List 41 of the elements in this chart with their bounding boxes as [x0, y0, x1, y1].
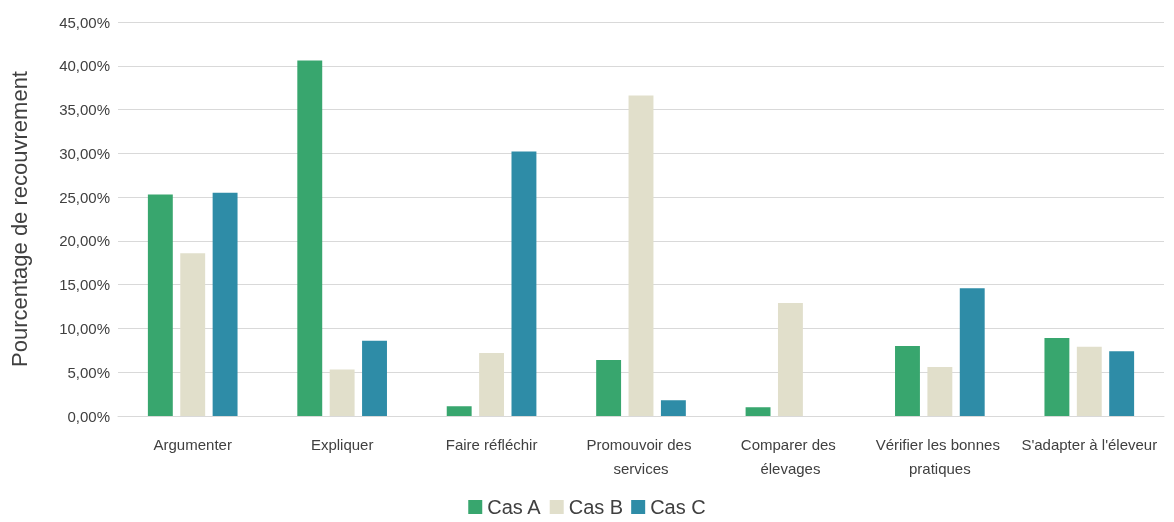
bar — [745, 407, 771, 416]
bar — [777, 303, 803, 416]
bar — [297, 60, 323, 416]
y-tick-label: 35,00% — [59, 101, 110, 119]
y-tick-label: 25,00% — [59, 188, 110, 206]
bar — [1076, 346, 1102, 416]
bar — [180, 253, 206, 416]
y-tick-label: 5,00% — [67, 363, 110, 381]
x-tick-label: Faire réfléchir — [445, 435, 538, 453]
bar — [329, 369, 355, 416]
bar — [362, 340, 387, 416]
legend-label: Cas C — [650, 496, 706, 518]
bar — [1109, 351, 1135, 416]
x-tick-label: Vérifier les bonnes pratiques — [875, 435, 1005, 477]
x-tick-label: Argumenter — [153, 435, 232, 453]
legend-label: Cas A — [487, 496, 542, 518]
x-tick-label: Expliquer — [310, 435, 374, 453]
bar — [895, 345, 920, 416]
bar — [959, 288, 985, 416]
y-tick-label: 15,00% — [59, 276, 110, 294]
y-tick-label: 20,00% — [59, 232, 110, 250]
bar — [147, 194, 173, 416]
y-tick-label: 45,00% — [59, 13, 110, 31]
bar — [628, 95, 654, 416]
x-tick-label: S'adapter à l'éleveur — [1021, 435, 1158, 453]
bar — [660, 400, 686, 416]
y-tick-label: 30,00% — [59, 144, 110, 162]
y-tick-label: 10,00% — [59, 319, 110, 337]
x-tick-label: Promouvoir des services — [586, 435, 696, 477]
y-tick-label: 0,00% — [67, 407, 110, 425]
bar — [212, 192, 238, 416]
bar — [596, 359, 622, 416]
bar — [1044, 338, 1070, 416]
y-tick-label: 40,00% — [59, 57, 110, 75]
bar — [511, 151, 537, 416]
x-tick-label: Comparer des élevages — [740, 435, 841, 477]
bar — [479, 352, 505, 416]
bar — [446, 406, 472, 416]
bar — [927, 366, 953, 416]
y-axis-title: Pourcentage de recouvrement — [6, 71, 32, 367]
legend-label: Cas B — [568, 496, 624, 518]
